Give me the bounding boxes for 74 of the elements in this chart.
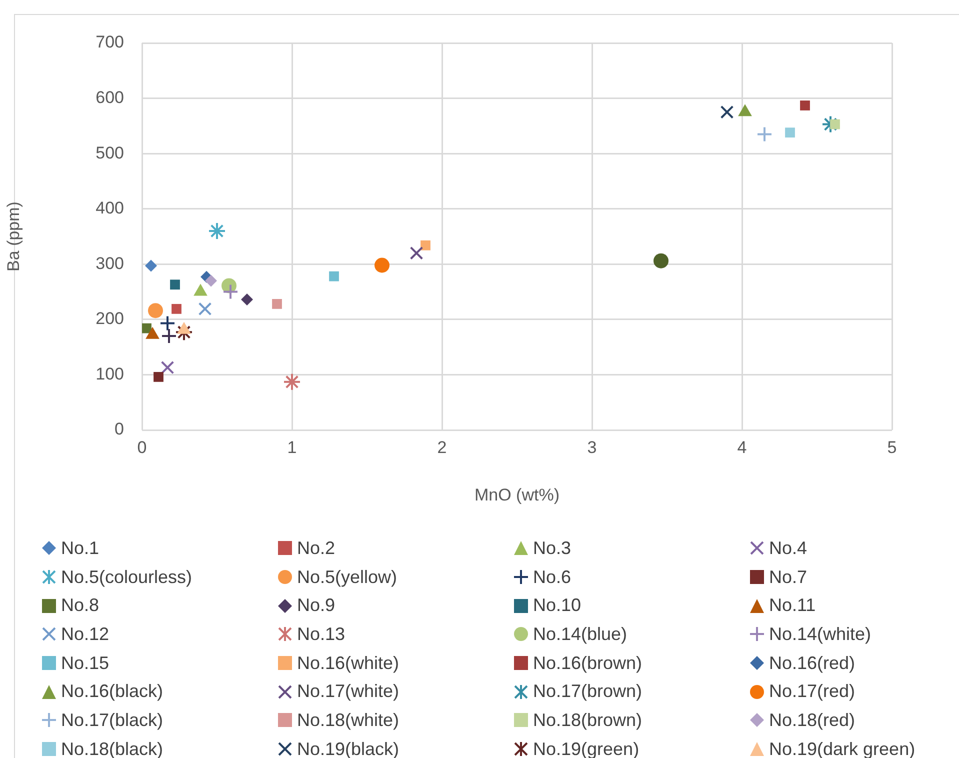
- legend-label: No.5(yellow): [297, 566, 398, 588]
- y-tick-label: 0: [114, 420, 124, 439]
- point: [800, 100, 810, 110]
- point: [374, 258, 390, 273]
- legend-label: No.5(colourless): [61, 566, 192, 588]
- legend-label: No.19(black): [297, 738, 400, 758]
- point: [154, 372, 164, 382]
- point: [785, 128, 795, 138]
- legend-label: No.1: [61, 538, 100, 559]
- point: [241, 294, 253, 306]
- legend-label: No.6: [533, 566, 572, 588]
- point: [756, 126, 772, 142]
- x-tick-label: 2: [437, 438, 447, 457]
- y-tick-label: 400: [96, 198, 124, 218]
- x-tick-label: 0: [137, 438, 147, 457]
- point: [198, 302, 212, 316]
- point: [654, 253, 668, 268]
- legend-label: No.2: [297, 538, 336, 559]
- legend-label: No.18(brown): [533, 710, 642, 731]
- legend-label: No.11: [769, 595, 816, 616]
- legend-label: No.17(white): [297, 681, 400, 702]
- legend-label: No.16(black): [61, 681, 164, 702]
- x-tick-label: 1: [287, 438, 297, 457]
- x-tick-label: 5: [887, 438, 897, 457]
- point: [272, 299, 282, 309]
- point: [283, 372, 301, 391]
- legend-label: No.17(black): [61, 710, 164, 731]
- point: [160, 315, 176, 332]
- point: [145, 260, 157, 272]
- legend-label: No.18(black): [61, 738, 164, 758]
- legend-label: No.9: [297, 595, 336, 616]
- point: [161, 328, 177, 344]
- legend-label: No.10: [533, 595, 582, 616]
- point: [329, 271, 339, 282]
- point: [170, 280, 180, 290]
- legend-label: No.16(white): [297, 652, 400, 674]
- y-tick-label: 600: [96, 88, 124, 107]
- point: [205, 274, 217, 287]
- legend-label: No.3: [533, 538, 572, 559]
- point: [142, 323, 152, 334]
- point: [208, 222, 226, 240]
- y-tick-label: 300: [96, 254, 124, 273]
- point: [410, 246, 424, 260]
- point: [222, 284, 238, 300]
- legend-label: No.16(brown): [533, 652, 642, 674]
- y-axis-title: Ba (ppm): [4, 202, 23, 272]
- legend-label: No.18(white): [297, 710, 400, 731]
- legend-label: No.14(white): [769, 624, 872, 645]
- legend-label: No.17(red): [769, 681, 856, 702]
- legend-label: No.15: [61, 652, 110, 674]
- point: [148, 303, 163, 318]
- legend-label: No.4: [769, 538, 808, 559]
- x-axis-title: MnO (wt%): [474, 485, 560, 504]
- legend-label: No.16(red): [769, 652, 856, 674]
- x-tick-label: 4: [737, 438, 747, 457]
- y-tick-label: 200: [96, 309, 124, 328]
- y-tick-label: 700: [96, 32, 124, 52]
- point: [720, 105, 734, 119]
- point: [420, 240, 430, 250]
- legend-label: No.18(red): [769, 710, 856, 731]
- y-tick-label: 500: [96, 143, 124, 162]
- x-tick-label: 3: [587, 438, 597, 457]
- legend-label: No.19(green): [533, 738, 640, 758]
- y-tick-label: 100: [96, 364, 124, 384]
- legend-label: No.8: [61, 595, 100, 616]
- legend-label: No.13: [297, 624, 346, 645]
- legend-label: No.12: [61, 624, 110, 645]
- point: [172, 304, 182, 314]
- legend-label: No.7: [769, 566, 808, 588]
- legend-label: No.14(blue): [533, 624, 628, 645]
- legend-label: No.17(brown): [533, 681, 642, 702]
- legend-label: No.19(dark green): [769, 738, 916, 758]
- point: [830, 119, 840, 130]
- point: [160, 360, 174, 374]
